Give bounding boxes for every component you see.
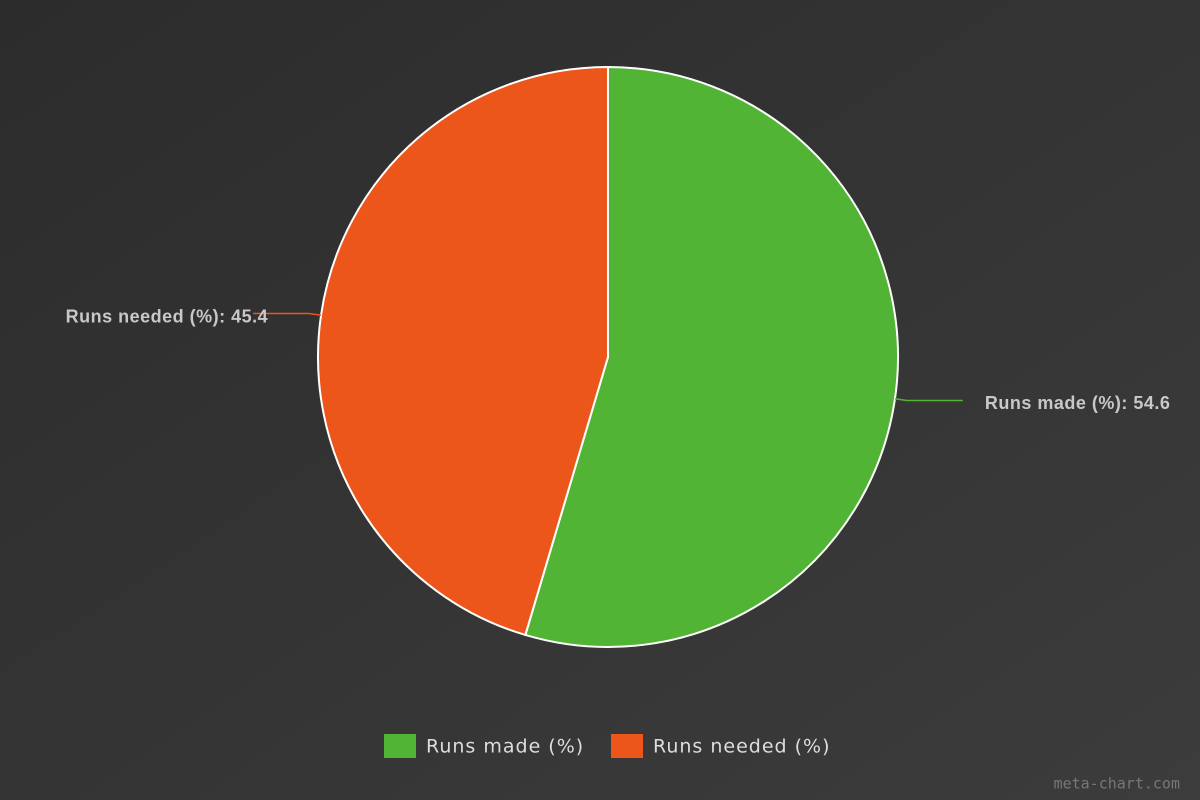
legend-swatch [611, 734, 643, 758]
legend-swatch [384, 734, 416, 758]
pie-slice [524, 65, 899, 648]
leader-line [894, 398, 963, 402]
legend-label: Runs made (%) [426, 736, 584, 758]
watermark: meta-chart.com [1054, 775, 1180, 793]
data-label: Runs needed (%): 45.4 [66, 306, 269, 326]
leader-line [253, 312, 322, 316]
data-label: Runs made (%): 54.6 [985, 393, 1171, 413]
pie-slice [317, 65, 609, 637]
legend-label: Runs needed (%) [653, 736, 831, 758]
